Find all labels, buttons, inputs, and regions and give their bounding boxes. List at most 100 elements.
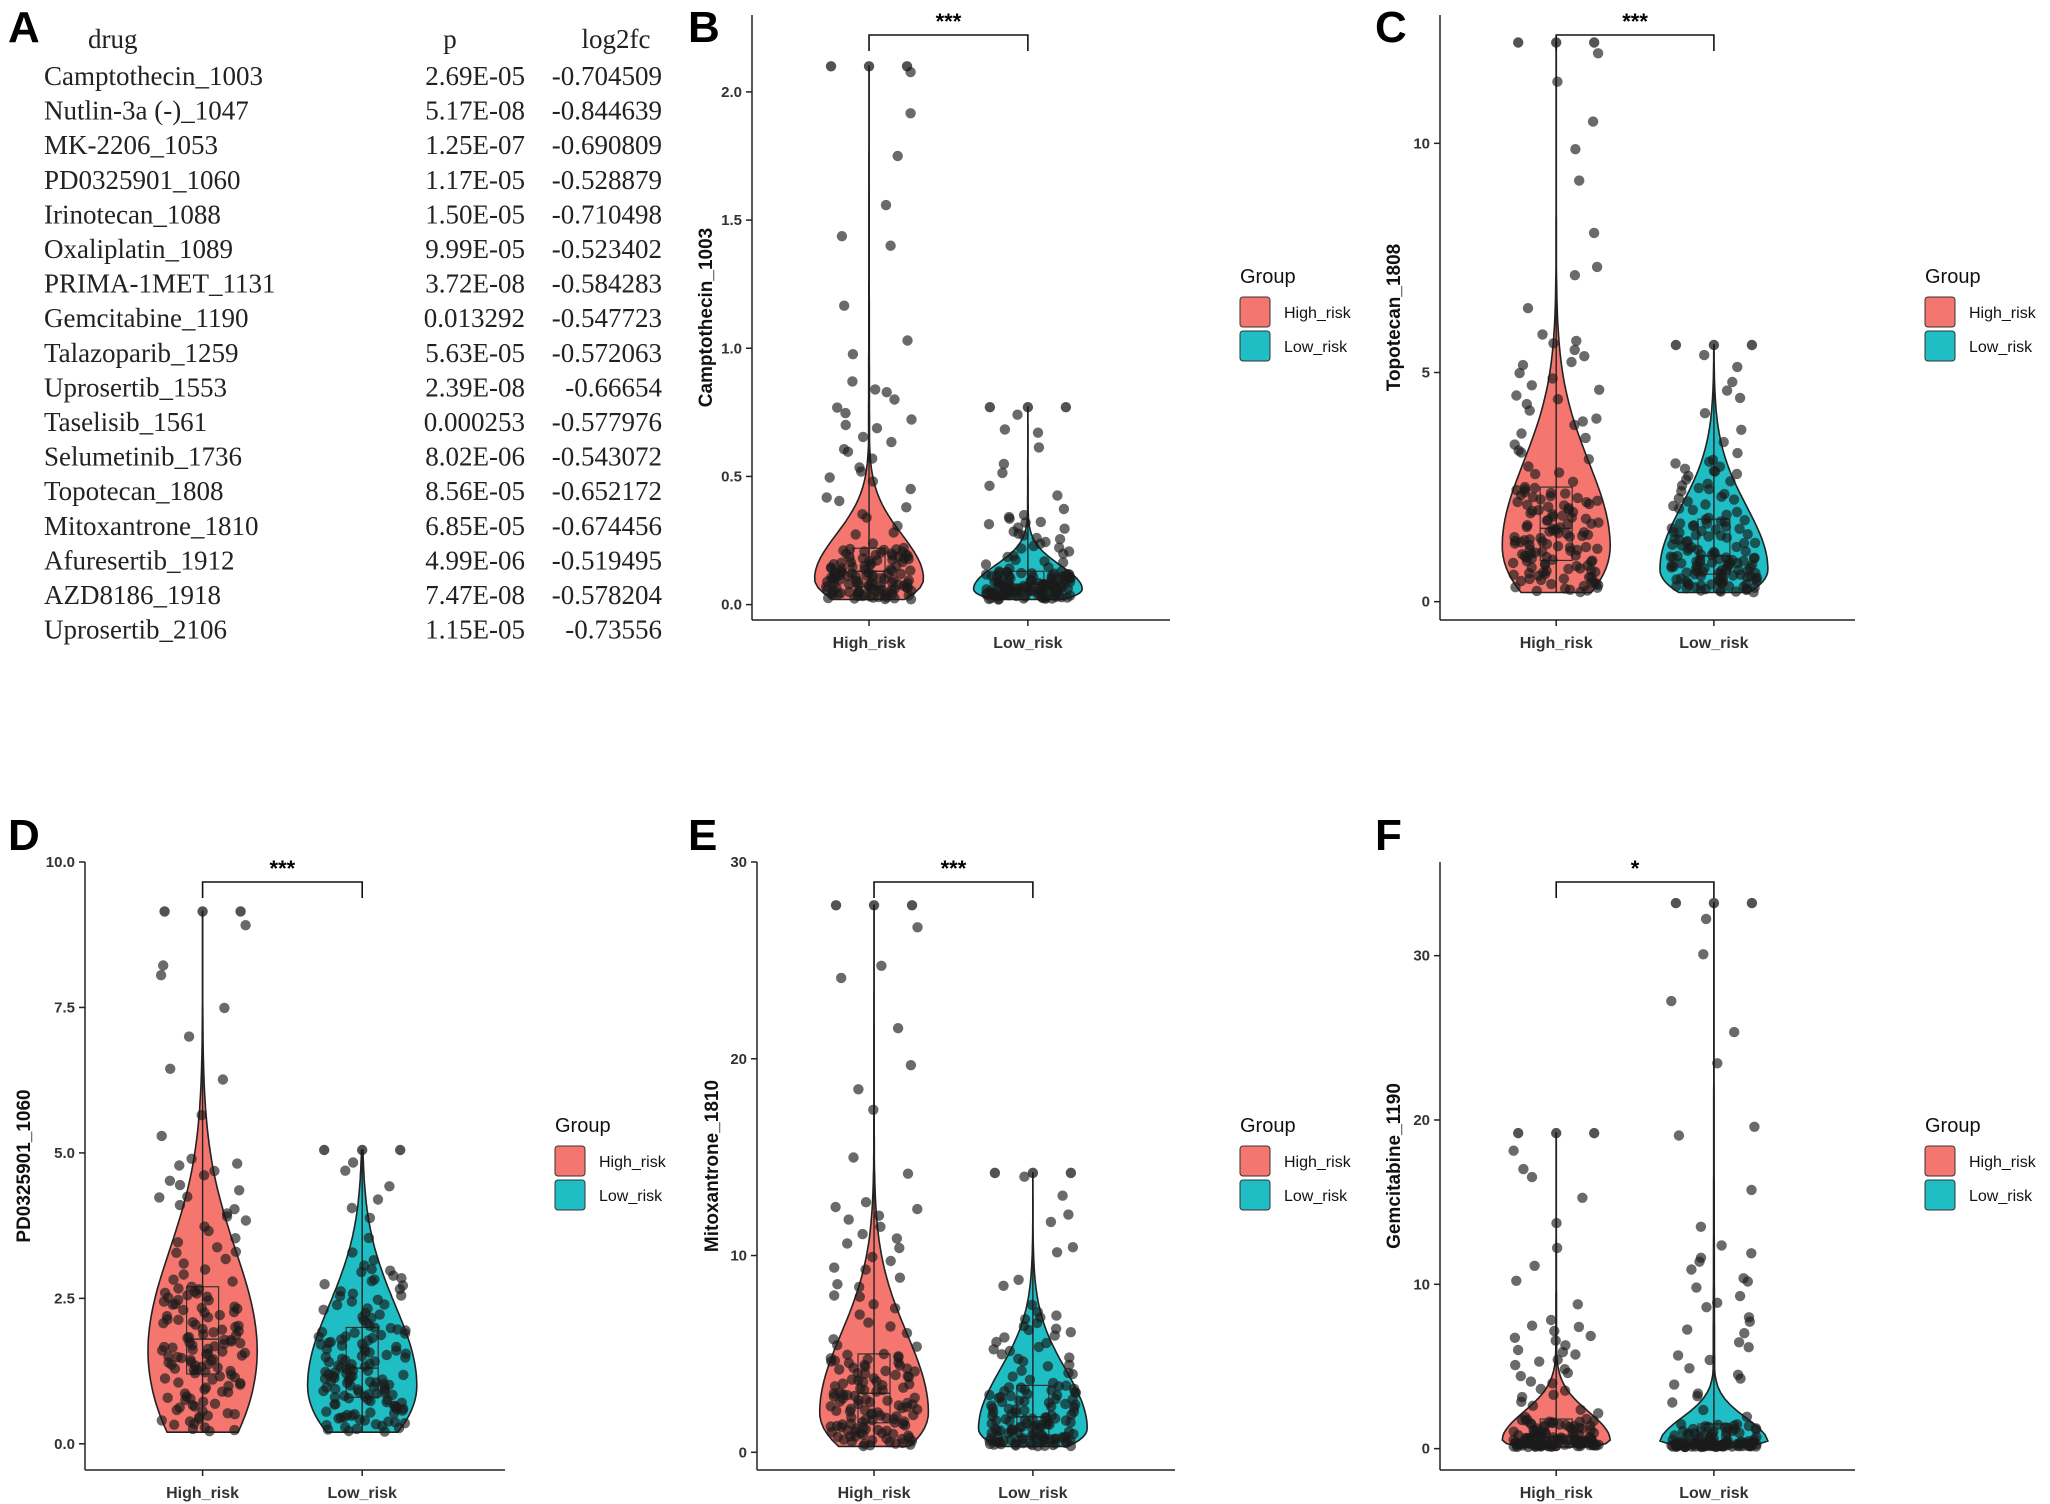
p-value-cell: 8.56E-05 [425, 476, 525, 506]
data-point [235, 1338, 246, 1349]
data-point [1529, 482, 1541, 494]
data-point [1531, 585, 1543, 597]
legend-swatch [1239, 1179, 1271, 1211]
data-point [1687, 504, 1699, 516]
data-point [999, 424, 1011, 435]
data-point [201, 1291, 213, 1302]
data-point [838, 444, 850, 455]
data-point [882, 1395, 893, 1406]
data-point [1749, 552, 1760, 563]
legend: Group High_risk Low_risk [554, 1115, 667, 1211]
data-point [1593, 1408, 1604, 1419]
data-point [1675, 1419, 1687, 1430]
data-point [1019, 1314, 1031, 1325]
data-point [212, 1242, 223, 1253]
data-point [1063, 1367, 1074, 1379]
point-group [1666, 897, 1762, 1453]
data-point [870, 384, 881, 395]
data-point [1534, 1356, 1545, 1367]
legend-swatch [554, 1179, 586, 1211]
p-value-cell: 4.99E-06 [425, 545, 525, 575]
drug-cell: Camptothecin_1003 [44, 61, 263, 91]
data-point [1739, 515, 1750, 526]
data-point [1710, 524, 1721, 535]
table-header-log2fc: log2fc [582, 24, 651, 54]
x-tick-label: Low_risk [993, 635, 1062, 652]
data-point [1732, 361, 1743, 373]
data-point [174, 1179, 186, 1191]
x-tick-label: High_risk [1520, 635, 1593, 652]
legend-swatch [1239, 296, 1271, 328]
data-point [1589, 1127, 1600, 1139]
data-point [843, 1214, 854, 1225]
data-point [349, 1409, 360, 1420]
data-point [909, 1392, 920, 1404]
data-point [1583, 454, 1595, 465]
data-point [1511, 1275, 1522, 1287]
data-point [905, 483, 916, 495]
legend-title: Group [1240, 266, 1296, 288]
data-point [235, 906, 246, 917]
data-point [1570, 144, 1581, 155]
data-point [174, 1402, 185, 1413]
data-point [828, 1334, 839, 1345]
p-value-cell: 1.25E-07 [425, 130, 525, 160]
data-point [902, 1397, 913, 1409]
data-point [1051, 1310, 1062, 1321]
data-point [1527, 492, 1539, 503]
data-point [1547, 1378, 1558, 1389]
data-point [1573, 1321, 1585, 1333]
data-point [878, 544, 890, 556]
data-point [362, 1303, 373, 1314]
data-point [318, 1304, 329, 1316]
data-point [363, 1389, 374, 1400]
y-tick-label: 0 [1422, 1441, 1430, 1458]
data-point [996, 1349, 1007, 1360]
data-point [902, 1168, 914, 1179]
data-point [1682, 496, 1693, 507]
data-point [1688, 520, 1700, 531]
y-tick-label: 1.0 [721, 340, 742, 357]
data-point [906, 414, 917, 425]
data-point [398, 1369, 409, 1381]
data-point [1580, 541, 1592, 553]
data-point [863, 1317, 874, 1328]
data-point [906, 900, 918, 911]
x-tick-label: Low_risk [1679, 1485, 1748, 1502]
drug-cell: Selumetinib_1736 [44, 442, 242, 472]
data-point [346, 1296, 358, 1307]
log2fc-cell: -0.704509 [552, 61, 662, 91]
data-point [1552, 394, 1564, 405]
data-point [868, 900, 880, 911]
data-point [219, 1334, 230, 1346]
data-point [156, 1130, 167, 1142]
data-point [1698, 949, 1709, 960]
data-point [1721, 509, 1732, 520]
table-row: Afuresertib_1912 4.99E-06 -0.519495 [44, 545, 662, 575]
data-point [179, 1388, 191, 1399]
data-point [1746, 897, 1758, 909]
drug-cell: Nutlin-3a (-)_1047 [44, 96, 249, 126]
data-point [372, 1294, 383, 1306]
data-point [186, 1153, 197, 1165]
y-axis-title: Camptothecin_1003 [696, 228, 717, 408]
data-point [825, 1353, 836, 1364]
data-point [1517, 549, 1528, 560]
data-point [1545, 1314, 1557, 1326]
data-point [234, 1185, 245, 1196]
data-point [364, 1376, 376, 1387]
p-value-cell: 5.17E-08 [425, 96, 525, 126]
significance-label: * [1631, 856, 1640, 881]
data-point [347, 1157, 359, 1168]
data-point [1515, 575, 1527, 587]
table-row: Gemcitabine_1190 0.013292 -0.547723 [44, 303, 662, 333]
x-tick-label: Low_risk [998, 1485, 1067, 1502]
legend: Group High_risk Low_risk [1924, 1115, 2037, 1211]
table-row: Nutlin-3a (-)_1047 5.17E-08 -0.844639 [44, 96, 662, 126]
data-point [370, 1419, 382, 1430]
data-point [837, 1419, 848, 1430]
panel-label: F [1375, 811, 1402, 860]
data-point [321, 1406, 332, 1417]
data-point [885, 1321, 896, 1332]
